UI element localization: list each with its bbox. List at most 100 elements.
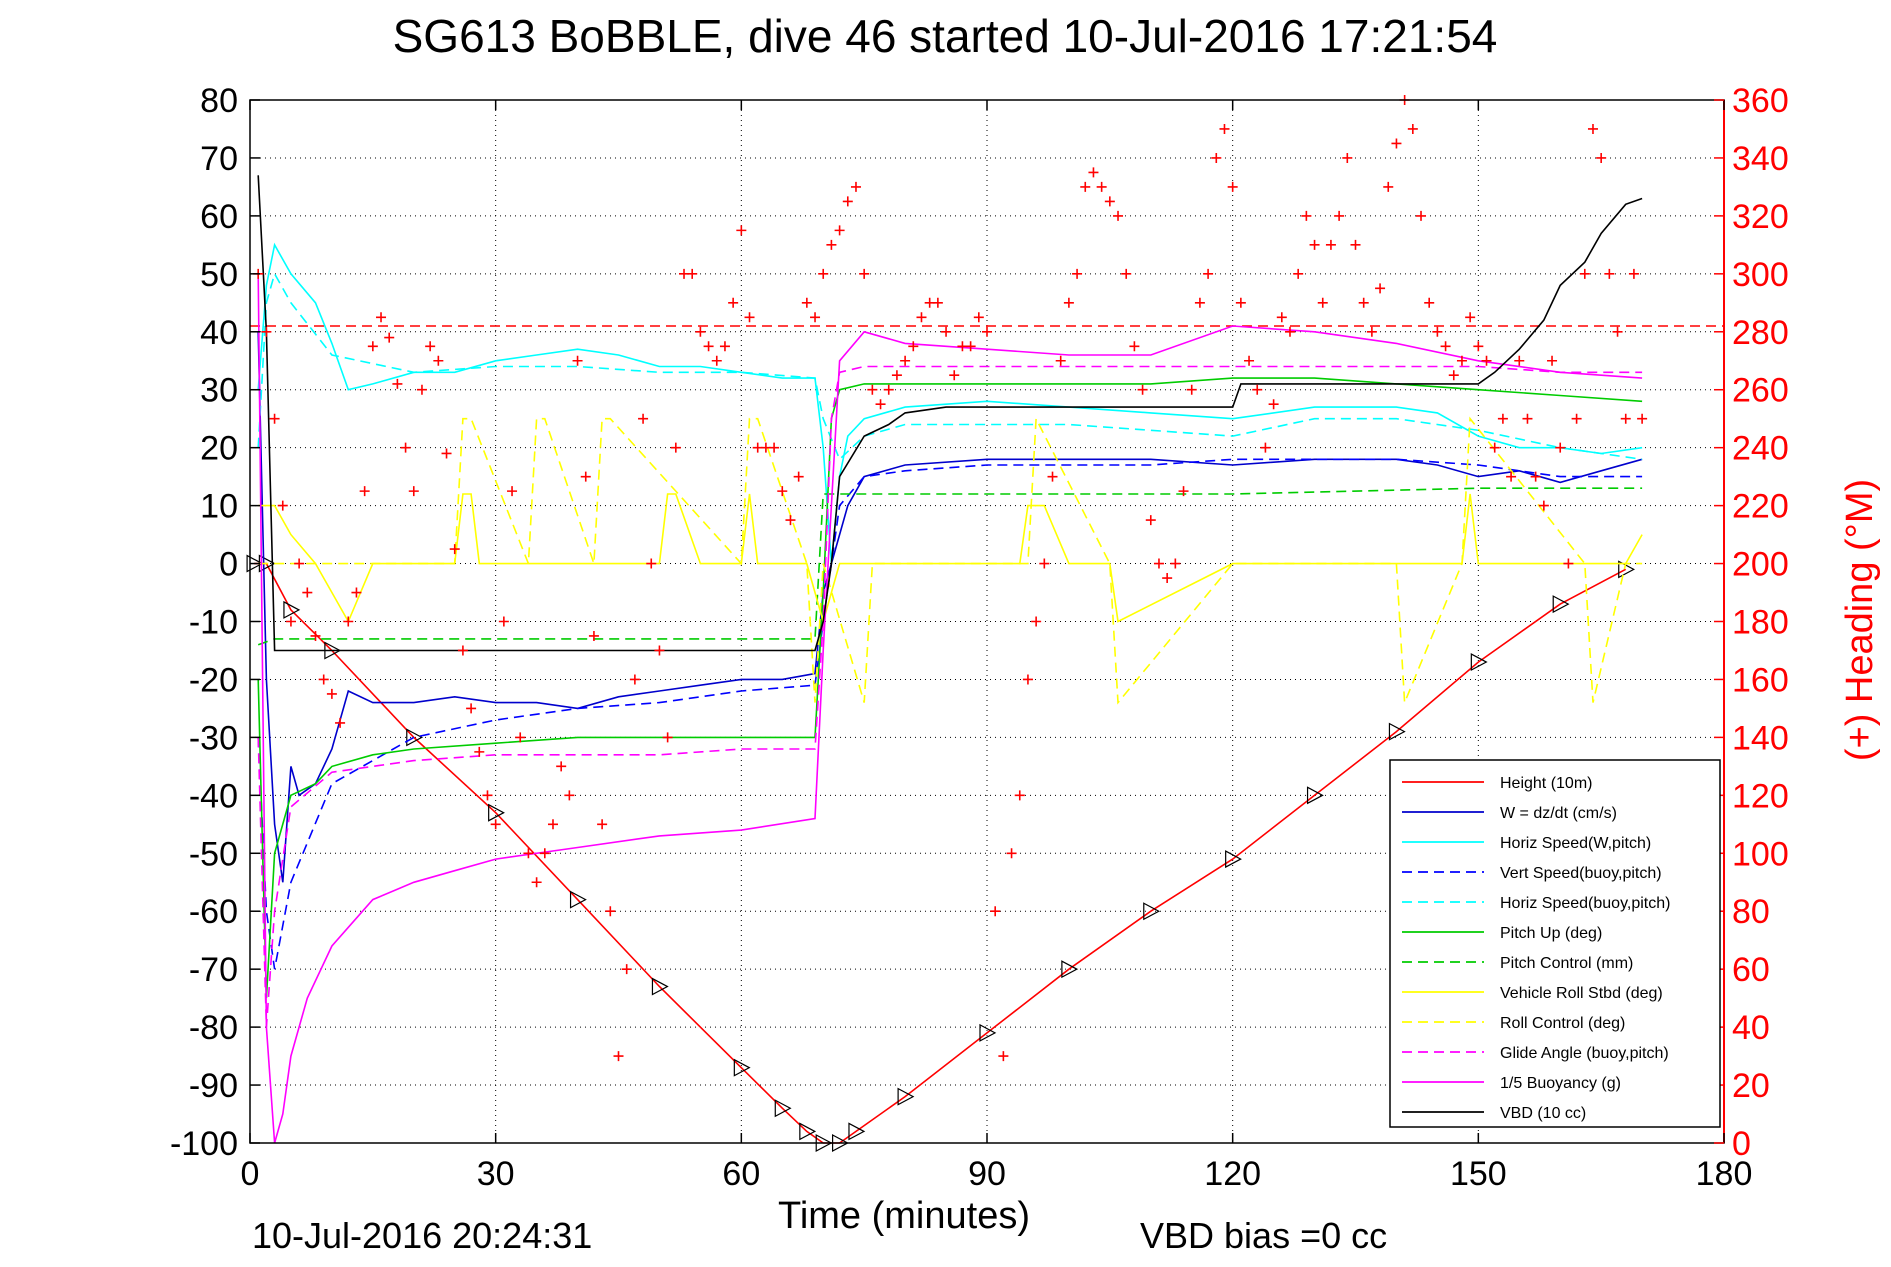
- heading-point: [523, 848, 534, 859]
- heading-point: [867, 384, 878, 395]
- heading-point: [1096, 181, 1107, 192]
- heading-point: [1113, 210, 1124, 221]
- heading-point: [736, 225, 747, 236]
- heading-point: [1186, 384, 1197, 395]
- heading-point: [1194, 297, 1205, 308]
- heading-point: [433, 355, 444, 366]
- y-right-tick-label: 300: [1732, 256, 1789, 294]
- heading-point: [1391, 138, 1402, 149]
- x-axis-ticks: 0 30 60 90 120 150 180: [241, 100, 1753, 1193]
- heading-point: [1088, 167, 1099, 178]
- y-left-tick-label: 10: [200, 488, 238, 526]
- heading-point: [547, 819, 558, 830]
- heading-point: [900, 355, 911, 366]
- heading-point: [1276, 312, 1287, 323]
- heading-point: [638, 413, 649, 424]
- y-right-tick-label: 80: [1732, 893, 1770, 931]
- heading-point: [670, 442, 681, 453]
- heading-point: [1072, 268, 1083, 279]
- y-left-tick-label: 20: [200, 430, 238, 468]
- heading-point: [318, 674, 329, 685]
- heading-point: [1104, 196, 1115, 207]
- heading-point: [1456, 355, 1467, 366]
- y-left-tick-label: -70: [189, 951, 238, 989]
- heading-point: [351, 587, 362, 598]
- heading-point: [376, 312, 387, 323]
- height-marker: [246, 554, 264, 573]
- y-left-tick-label: -40: [189, 777, 238, 815]
- series-pitch-up-deg: [257, 377, 1643, 999]
- heading-point: [1153, 558, 1164, 569]
- heading-point: [1604, 268, 1615, 279]
- heading-point: [1252, 384, 1263, 395]
- y-left-tick-label: -90: [189, 1067, 238, 1105]
- heading-point: [359, 486, 370, 497]
- series-horiz-speed-buoy-pitch: [257, 271, 1643, 461]
- y-left-tick-label: -60: [189, 893, 238, 931]
- legend-label-horiz-speed-w-pitch: Horiz Speed(W,pitch): [1500, 835, 1651, 852]
- heading-point: [949, 370, 960, 381]
- heading-point: [875, 399, 886, 410]
- legend-label-pitch-control-mm: Pitch Control (mm): [1500, 955, 1633, 972]
- heading-point: [392, 378, 403, 389]
- y-right-tick-label: 220: [1732, 488, 1789, 526]
- legend-label-vbd-10-cc: VBD (10 cc): [1500, 1105, 1586, 1122]
- y-right-tick-label: 140: [1732, 719, 1789, 757]
- heading-point: [1358, 297, 1369, 308]
- heading-point: [408, 486, 419, 497]
- heading-point: [367, 341, 378, 352]
- heading-point: [1080, 181, 1091, 192]
- height-marker: [1225, 850, 1242, 869]
- y-left-tick-label: -80: [189, 1009, 238, 1047]
- heading-point: [580, 471, 591, 482]
- heading-point: [801, 297, 812, 308]
- heading-point: [1514, 355, 1525, 366]
- heading-point: [457, 645, 468, 656]
- heading-point: [941, 326, 952, 337]
- heading-point: [1587, 123, 1598, 134]
- heading-point: [1473, 341, 1484, 352]
- y-right-tick-label: 60: [1732, 951, 1770, 989]
- heading-point: [1530, 471, 1541, 482]
- height-marker: [1061, 960, 1079, 979]
- heading-point: [1063, 297, 1074, 308]
- heading-point: [539, 848, 550, 859]
- heading-point: [507, 486, 518, 497]
- footer-vbd-bias: VBD bias =0 cc: [1140, 1215, 1387, 1256]
- heading-point: [850, 181, 861, 192]
- legend-label-1-5-buoyancy-g: 1/5 Buoyancy (g): [1500, 1075, 1621, 1092]
- legend-label-w-dz-dt-cm-s: W = dz/dt (cm/s): [1500, 805, 1617, 822]
- heading-point: [1137, 384, 1148, 395]
- heading-point: [482, 790, 493, 801]
- heading-point: [498, 616, 509, 627]
- x-tick-label: 180: [1696, 1155, 1753, 1193]
- heading-point: [826, 239, 837, 250]
- heading-point: [277, 500, 288, 511]
- heading-point: [695, 326, 706, 337]
- heading-point: [1244, 355, 1255, 366]
- heading-point: [1121, 268, 1132, 279]
- heading-point: [629, 674, 640, 685]
- height-marker: [1143, 902, 1161, 921]
- heading-point: [687, 268, 698, 279]
- x-tick-label: 0: [241, 1155, 260, 1193]
- heading-point: [1628, 268, 1639, 279]
- heading-point: [990, 906, 1001, 917]
- heading-point: [1047, 471, 1058, 482]
- heading-point: [1432, 326, 1443, 337]
- heading-point: [416, 384, 427, 395]
- legend-label-glide-angle-buoy-pitch: Glide Angle (buoy,pitch): [1500, 1045, 1669, 1062]
- heading-point: [646, 558, 657, 569]
- heading-point: [908, 341, 919, 352]
- heading-point: [1538, 500, 1549, 511]
- height-marker: [774, 1099, 792, 1118]
- y-right-tick-label: 180: [1732, 604, 1789, 642]
- y-right-tick-label: 360: [1732, 82, 1789, 120]
- heading-point: [343, 616, 354, 627]
- heading-point: [1006, 848, 1017, 859]
- heading-point: [1031, 616, 1042, 627]
- heading-point: [474, 746, 485, 757]
- heading-point: [973, 312, 984, 323]
- heading-point: [466, 703, 477, 714]
- height-marker: [283, 600, 301, 619]
